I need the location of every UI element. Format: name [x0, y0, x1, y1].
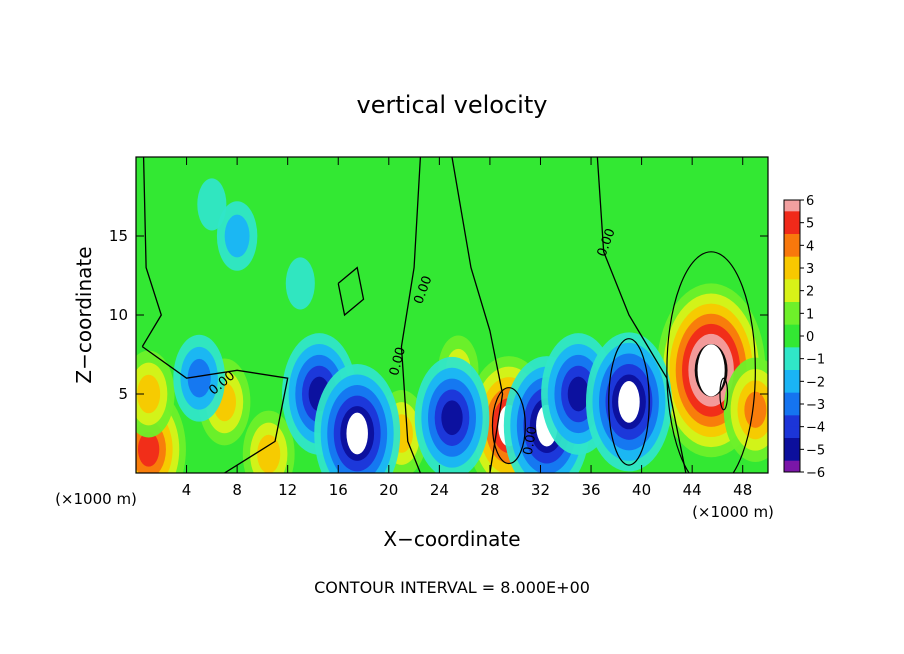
- contour-line: [141, 346, 289, 473]
- velocity-cell: [744, 391, 767, 428]
- x-unit-right: (×1000 m): [692, 503, 774, 521]
- contour-loop: [608, 338, 650, 466]
- colorbar-swatch: [784, 336, 800, 348]
- velocity-field: [136, 178, 768, 473]
- colorbar-swatch: [784, 460, 800, 473]
- y-tick-label: 15: [109, 227, 128, 245]
- contour-loop: [666, 251, 756, 473]
- colorbar-swatch: [784, 415, 800, 428]
- velocity-cell: [224, 214, 250, 258]
- velocity-cell: [567, 376, 590, 412]
- colorbar-tick-label: −1: [806, 353, 825, 368]
- velocity-cell: [137, 374, 161, 414]
- colorbar-swatch: [784, 404, 800, 416]
- x-tick-label: 36: [581, 481, 600, 499]
- x-tick-label: 32: [531, 481, 550, 499]
- contour-interval-note: CONTOUR INTERVAL = 8.000E+00: [314, 578, 590, 597]
- colorbar-tick-label: −3: [806, 398, 825, 413]
- velocity-cell: [137, 431, 160, 467]
- colorbar-swatch: [784, 302, 800, 314]
- contour-line: [400, 157, 422, 473]
- chart-title: vertical velocity: [357, 91, 548, 119]
- colorbar-swatch: [784, 200, 800, 212]
- velocity-cell: [187, 358, 211, 398]
- x-tick-label: 28: [480, 481, 499, 499]
- x-unit-left: (×1000 m): [55, 490, 137, 508]
- colorbar-swatch: [784, 222, 800, 235]
- x-axis-ticks: 4 8 12 16 20 24 28 32 36 40 44 48: [182, 157, 752, 499]
- colorbar-swatch: [784, 313, 800, 326]
- contour-loop: [491, 387, 526, 465]
- colorbar-tick-label: −4: [806, 421, 825, 436]
- colorbar-tick-label: 5: [806, 217, 814, 232]
- y-axis-label: Z−coordinate: [72, 246, 96, 383]
- colorbar-swatch: [784, 245, 800, 258]
- x-tick-label: 16: [329, 481, 348, 499]
- colorbar-tick-label: 2: [806, 285, 814, 300]
- velocity-cell: [441, 400, 463, 436]
- colorbar-swatch: [784, 256, 800, 269]
- colorbar-tick-label: 4: [806, 239, 814, 254]
- x-tick-label: 40: [632, 481, 651, 499]
- contour-line: [451, 157, 504, 473]
- y-axis-ticks: 5 10 15: [109, 227, 768, 403]
- colorbar-tick-label: 0: [806, 330, 814, 345]
- colorbar-swatch: [784, 449, 800, 462]
- x-tick-label: 44: [683, 481, 702, 499]
- x-tick-label: 24: [430, 481, 449, 499]
- velocity-cell: [197, 178, 227, 231]
- x-tick-label: 12: [278, 481, 297, 499]
- y-tick-label: 5: [118, 385, 128, 403]
- colorbar-swatch: [784, 426, 800, 439]
- colorbar-swatch: [784, 268, 800, 280]
- colorbar-swatch: [784, 347, 800, 360]
- contour-line: [596, 157, 687, 473]
- colorbar-swatch: [784, 211, 800, 224]
- contour-lines: [141, 157, 756, 473]
- colorbar-swatch: [784, 234, 800, 246]
- colorbar-swatch: [784, 290, 800, 303]
- velocity-cell: [285, 257, 315, 310]
- colorbar-tick-label: −6: [806, 466, 825, 481]
- contour-line: [141, 157, 162, 347]
- x-tick-label: 4: [182, 481, 192, 499]
- colorbar-tick-label: 6: [806, 194, 814, 209]
- contour-line: [337, 266, 365, 317]
- x-tick-label: 48: [733, 481, 752, 499]
- x-axis-label: X−coordinate: [383, 527, 520, 551]
- x-tick-label: 8: [232, 481, 242, 499]
- velocity-cell: [257, 434, 281, 473]
- colorbar-swatch: [784, 324, 800, 337]
- colorbar-swatch: [784, 370, 800, 382]
- velocity-core: [618, 381, 640, 423]
- colorbar-tick-label: −5: [806, 443, 825, 458]
- colorbar: 6 5 4 3 2 1 0 −1 −2 −3 −4 −5 −6: [783, 194, 825, 481]
- colorbar-swatch: [784, 381, 800, 394]
- x-tick-label: 20: [379, 481, 398, 499]
- contour-label: 0.00: [521, 425, 541, 456]
- colorbar-swatch: [784, 392, 800, 405]
- velocity-core: [697, 344, 725, 397]
- colorbar-swatch: [784, 279, 800, 292]
- colorbar-swatch: [784, 358, 800, 371]
- colorbar-tick-label: 3: [806, 262, 814, 277]
- plot-area: [136, 157, 768, 473]
- colorbar-swatch: [784, 438, 800, 450]
- colorbar-tick-label: 1: [806, 307, 814, 322]
- colorbar-tick-label: −2: [806, 375, 825, 390]
- contour-loop: [719, 377, 729, 411]
- y-tick-label: 10: [109, 306, 128, 324]
- contour-label: 0.00: [387, 346, 409, 378]
- velocity-core: [346, 412, 368, 455]
